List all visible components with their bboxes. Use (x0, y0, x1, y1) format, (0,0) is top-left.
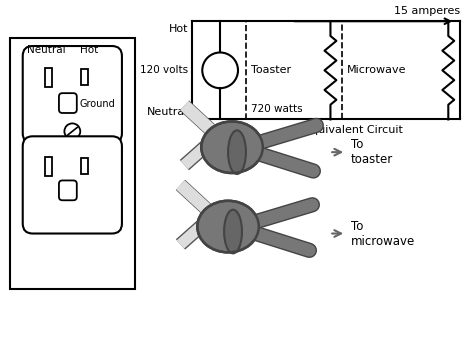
Circle shape (64, 124, 80, 139)
FancyBboxPatch shape (23, 136, 122, 234)
Bar (45, 157, 53, 176)
Text: Toaster: Toaster (251, 65, 291, 75)
Text: Microwave: Microwave (347, 65, 407, 75)
Text: To
microwave: To microwave (351, 220, 415, 247)
Bar (45, 68, 53, 87)
Text: 15 amperes: 15 amperes (394, 6, 460, 16)
Text: Equivalent Circuit: Equivalent Circuit (304, 125, 402, 135)
Ellipse shape (224, 210, 242, 253)
Text: 120 volts: 120 volts (140, 65, 188, 75)
Text: 720 watts: 720 watts (251, 104, 302, 115)
Bar (246, 21, 460, 119)
FancyBboxPatch shape (23, 46, 122, 143)
Text: Neutral: Neutral (27, 45, 66, 55)
Text: Neutral: Neutral (147, 107, 188, 117)
Bar (10, 38, 135, 289)
FancyBboxPatch shape (59, 93, 77, 113)
Ellipse shape (228, 130, 246, 174)
Ellipse shape (197, 201, 259, 252)
FancyBboxPatch shape (59, 180, 77, 200)
Text: Hot: Hot (169, 24, 188, 34)
Text: Hot: Hot (80, 45, 98, 55)
Bar (81, 158, 88, 174)
Text: To
toaster: To toaster (351, 138, 393, 166)
Ellipse shape (201, 121, 263, 173)
Circle shape (202, 52, 238, 88)
Bar (81, 69, 88, 85)
Text: Ground: Ground (79, 99, 115, 109)
